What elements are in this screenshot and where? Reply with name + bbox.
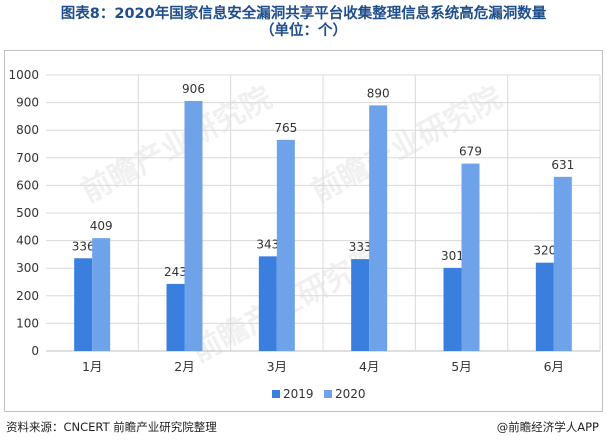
y-tick-label: 300 xyxy=(16,261,39,275)
bar-2019 xyxy=(258,256,277,351)
data-label: 906 xyxy=(182,82,205,96)
bar-2019 xyxy=(166,283,185,351)
y-tick-label: 600 xyxy=(16,178,39,192)
data-label: 679 xyxy=(459,145,482,159)
x-tick-label: 3月 xyxy=(267,359,287,374)
bar-2020 xyxy=(184,100,203,351)
data-label: 631 xyxy=(551,158,574,172)
legend-swatch-2019 xyxy=(272,390,280,398)
y-tick-label: 400 xyxy=(16,234,39,248)
bar-2020 xyxy=(553,176,572,351)
data-label: 320 xyxy=(533,244,556,258)
bar-2020 xyxy=(276,139,295,351)
x-tick-label: 4月 xyxy=(359,359,379,374)
bar-2019 xyxy=(443,267,462,351)
data-label: 301 xyxy=(441,249,464,263)
y-tick-label: 200 xyxy=(16,289,39,303)
y-tick-label: 800 xyxy=(16,123,39,137)
data-label: 343 xyxy=(256,237,279,251)
x-tick-label: 1月 xyxy=(82,359,102,374)
x-tick-label: 5月 xyxy=(451,359,471,374)
y-tick-label: 500 xyxy=(16,206,39,220)
bar-2020 xyxy=(461,163,480,351)
legend-label: 2019 xyxy=(283,387,314,401)
data-label: 243 xyxy=(164,265,187,279)
x-tick-label: 2月 xyxy=(174,359,194,374)
legend-swatch-2020 xyxy=(324,390,332,398)
bar-2020 xyxy=(92,238,111,351)
y-tick-label: 900 xyxy=(16,96,39,110)
x-tick-label: 6月 xyxy=(544,359,564,374)
data-label: 333 xyxy=(349,240,372,254)
data-label: 409 xyxy=(90,219,113,233)
legend-label: 2020 xyxy=(335,387,366,401)
y-tick-label: 700 xyxy=(16,151,39,165)
data-label: 890 xyxy=(367,86,390,100)
y-tick-label: 100 xyxy=(16,316,39,330)
data-label: 336 xyxy=(72,239,95,253)
brand-note: @前瞻经济学人APP xyxy=(496,420,599,434)
data-label: 765 xyxy=(274,121,297,135)
bar-2019 xyxy=(351,259,370,351)
bar-2020 xyxy=(369,105,388,351)
chart-frame xyxy=(4,50,603,412)
y-tick-label: 0 xyxy=(31,344,39,358)
bar-2019 xyxy=(74,258,93,351)
y-tick-label: 1000 xyxy=(8,68,39,82)
title-line-1: 图表8：2020年国家信息安全漏洞共享平台收集整理信息系统高危漏洞数量 xyxy=(60,6,547,22)
bar-2019 xyxy=(535,262,554,351)
source-note: 资料来源：CNCERT 前瞻产业研究院整理 xyxy=(6,420,217,434)
chart-title: 图表8：2020年国家信息安全漏洞共享平台收集整理信息系统高危漏洞数量 （单位：… xyxy=(0,6,607,40)
title-line-2: （单位：个） xyxy=(260,23,347,39)
